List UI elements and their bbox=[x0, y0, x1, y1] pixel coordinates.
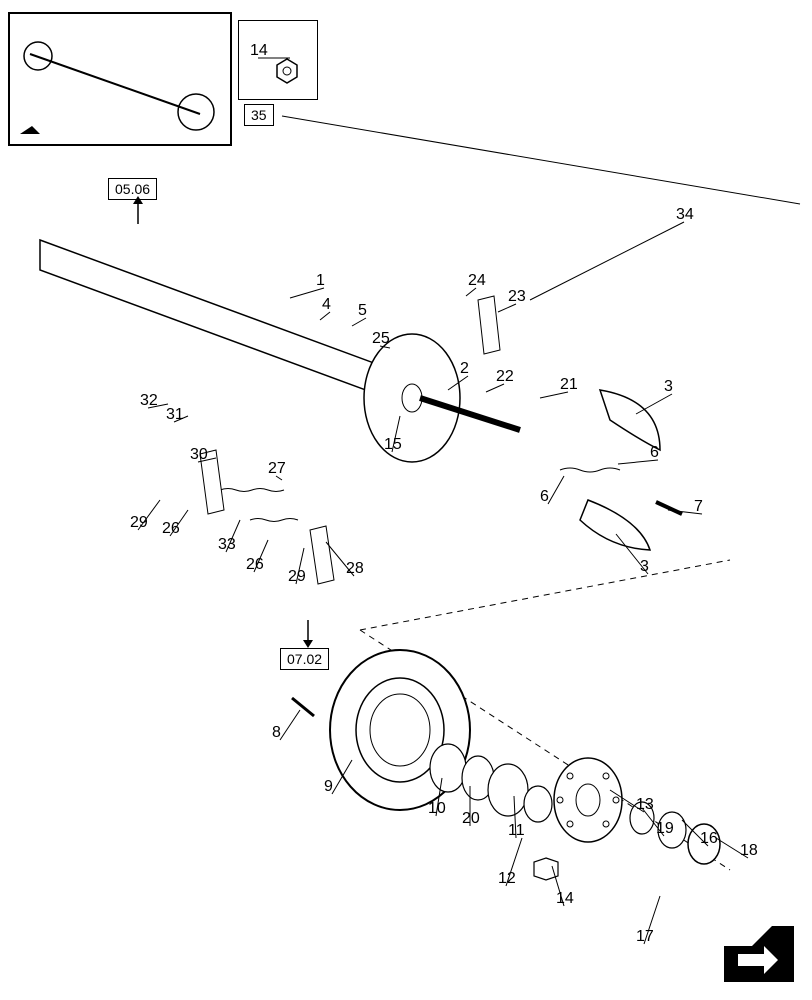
callout-3: 3 bbox=[640, 558, 649, 576]
callout-29: 29 bbox=[288, 568, 306, 586]
callout-14: 14 bbox=[556, 890, 574, 908]
callout-10: 10 bbox=[428, 800, 446, 818]
callout-28: 28 bbox=[346, 560, 364, 578]
callout-26: 26 bbox=[162, 520, 180, 538]
callout-26: 26 bbox=[246, 556, 264, 574]
callout-13: 13 bbox=[636, 796, 654, 814]
callout-12: 12 bbox=[498, 870, 516, 888]
callout-33: 33 bbox=[218, 536, 236, 554]
callout-32: 32 bbox=[140, 392, 158, 410]
callout-24: 24 bbox=[468, 272, 486, 290]
callout-18: 18 bbox=[740, 842, 758, 860]
callout-27: 27 bbox=[268, 460, 286, 478]
callout-31: 31 bbox=[166, 406, 184, 424]
callout-17: 17 bbox=[636, 928, 654, 946]
callout-6: 6 bbox=[650, 444, 659, 462]
callout-23: 23 bbox=[508, 288, 526, 306]
callout-20: 20 bbox=[462, 810, 480, 828]
callout-4: 4 bbox=[322, 296, 331, 314]
leader-lines bbox=[0, 0, 812, 1000]
callout-3: 3 bbox=[664, 378, 673, 396]
callout-2: 2 bbox=[460, 360, 469, 378]
callout-5: 5 bbox=[358, 302, 367, 320]
callout-25: 25 bbox=[372, 330, 390, 348]
callout-15: 15 bbox=[384, 436, 402, 454]
callout-8: 8 bbox=[272, 724, 281, 742]
callout-29: 29 bbox=[130, 514, 148, 532]
callout-34: 34 bbox=[676, 206, 694, 224]
callout-11: 11 bbox=[508, 822, 525, 840]
page-corner-icon bbox=[724, 926, 794, 982]
callout-7: 7 bbox=[694, 498, 703, 516]
callout-21: 21 bbox=[560, 376, 578, 394]
callout-22: 22 bbox=[496, 368, 514, 386]
callout-19: 19 bbox=[656, 820, 674, 838]
callout-14: 14 bbox=[250, 42, 268, 60]
callout-30: 30 bbox=[190, 446, 208, 464]
callout-16: 16 bbox=[700, 830, 718, 848]
callout-9: 9 bbox=[324, 778, 333, 796]
callout-1: 1 bbox=[316, 272, 325, 290]
callout-6: 6 bbox=[540, 488, 549, 506]
